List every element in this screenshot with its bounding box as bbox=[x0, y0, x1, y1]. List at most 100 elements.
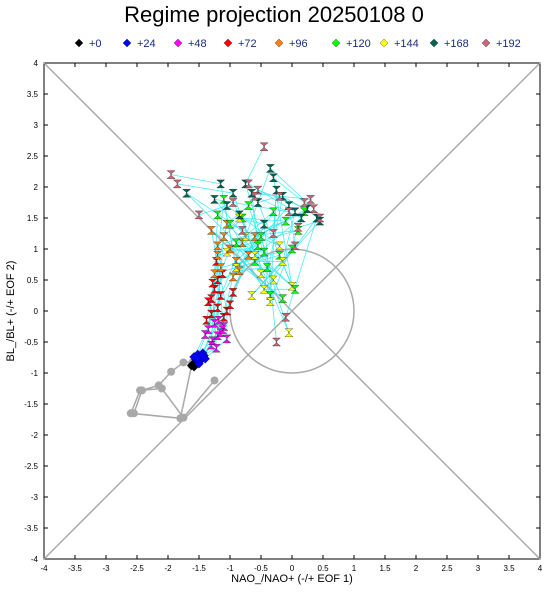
history-point bbox=[210, 376, 219, 385]
point-plus144 bbox=[222, 247, 232, 257]
point-plus48 bbox=[214, 316, 224, 325]
legend-label: +96 bbox=[289, 38, 308, 50]
point-plus168 bbox=[234, 210, 244, 220]
point-plus168 bbox=[259, 220, 269, 229]
history-point bbox=[179, 358, 188, 367]
point-plus96 bbox=[206, 226, 216, 235]
point-plus168 bbox=[278, 192, 288, 201]
legend-label: +168 bbox=[444, 38, 469, 50]
legend-label: +192 bbox=[496, 38, 521, 50]
point-plus192 bbox=[166, 170, 176, 179]
trajectory-link bbox=[226, 205, 280, 247]
point-plus192 bbox=[293, 223, 303, 232]
history-point bbox=[136, 386, 145, 395]
legend-marker bbox=[481, 38, 491, 48]
point-plus72 bbox=[225, 300, 235, 309]
x-tick-label: -3.5 bbox=[68, 564, 82, 573]
legend-marker bbox=[429, 38, 439, 48]
point-plus120 bbox=[250, 257, 260, 266]
trajectory-link bbox=[239, 267, 268, 272]
point-plus72 bbox=[218, 269, 227, 278]
point-plus192 bbox=[315, 213, 325, 223]
point-plus48 bbox=[218, 325, 227, 334]
point-plus192 bbox=[275, 192, 285, 201]
x-tick-label: -4 bbox=[40, 564, 48, 573]
y-tick-label: -4 bbox=[31, 555, 39, 564]
point-plus96 bbox=[210, 269, 219, 278]
x-tick-label: -1 bbox=[226, 564, 234, 573]
point-plus192 bbox=[281, 313, 291, 322]
point-plus72 bbox=[228, 288, 238, 297]
point-plus120 bbox=[256, 232, 266, 241]
x-tick-label: 3 bbox=[476, 564, 481, 573]
x-tick-label: 0.5 bbox=[317, 564, 329, 573]
point-plus96 bbox=[213, 251, 223, 260]
point-plus96 bbox=[228, 272, 238, 282]
legend-marker bbox=[74, 38, 84, 48]
x-tick-label: -3 bbox=[102, 564, 110, 573]
trajectory-link bbox=[248, 183, 296, 213]
trajectory-link bbox=[285, 217, 318, 318]
trajectory-links bbox=[171, 146, 321, 368]
x-tick-label: 0 bbox=[290, 564, 295, 573]
x-tick-label: 2.5 bbox=[441, 564, 453, 573]
point-plus120 bbox=[231, 238, 241, 247]
legend-label: +24 bbox=[137, 38, 156, 50]
point-plus168 bbox=[265, 164, 275, 173]
trajectory-link bbox=[254, 255, 271, 296]
y-tick-label: 0.5 bbox=[27, 276, 39, 285]
trajectory-link bbox=[257, 202, 293, 287]
trajectory-link bbox=[270, 168, 314, 209]
legend-marker bbox=[331, 38, 341, 48]
point-plus144 bbox=[259, 285, 269, 294]
y-tick-label: 0 bbox=[34, 307, 39, 316]
chart-title: Regime projection 20250108 0 bbox=[124, 2, 424, 27]
point-plus192 bbox=[299, 198, 309, 207]
y-axis-label: BL_/BL+ (-/+ EOF 2) bbox=[5, 261, 17, 362]
trajectory-link bbox=[211, 276, 234, 315]
point-plus168 bbox=[253, 198, 263, 207]
point-plus168 bbox=[210, 195, 219, 204]
y-tick-label: -3.5 bbox=[24, 524, 38, 533]
legend-label: +0 bbox=[89, 38, 102, 50]
point-plus168 bbox=[290, 207, 300, 216]
point-plus120 bbox=[265, 291, 275, 300]
point-plus144 bbox=[241, 232, 250, 241]
legend-marker bbox=[379, 38, 389, 48]
point-plus144 bbox=[231, 263, 241, 272]
history-point bbox=[126, 409, 135, 418]
history-point bbox=[157, 384, 166, 393]
y-tick-label: 2.5 bbox=[27, 152, 39, 161]
y-tick-label: 4 bbox=[34, 59, 39, 68]
y-tick-label: -2.5 bbox=[24, 462, 38, 471]
y-tick-label: -0.5 bbox=[24, 338, 38, 347]
point-plus72 bbox=[203, 297, 213, 306]
trajectory-link bbox=[204, 338, 228, 360]
trajectory-link bbox=[282, 211, 296, 262]
axis-ticks: -4 -3.5 -3 -2.5 -2 -1.5 -1 -0.5 0 0.5 1 1.5 2 2.5 3 3.5… bbox=[24, 59, 543, 573]
legend-marker bbox=[173, 38, 183, 48]
legend: +0 +24 +48 +72 +96 +120 +144 +168 +192 bbox=[74, 38, 521, 50]
point-plus120 bbox=[225, 220, 235, 229]
point-plus192 bbox=[290, 241, 300, 251]
reference-guides bbox=[43, 62, 541, 560]
point-plus72 bbox=[216, 291, 226, 300]
point-plus192 bbox=[194, 210, 204, 220]
point-plus120 bbox=[213, 210, 223, 220]
legend-marker bbox=[122, 38, 132, 48]
point-plus168 bbox=[182, 189, 192, 198]
point-plus120 bbox=[262, 263, 272, 272]
point-plus120 bbox=[244, 201, 254, 210]
point-plus192 bbox=[306, 195, 316, 204]
history-point bbox=[167, 367, 176, 376]
point-plus168 bbox=[228, 189, 238, 198]
point-plus24 bbox=[192, 353, 202, 363]
x-tick-label: -0.5 bbox=[254, 564, 268, 573]
history-point bbox=[179, 413, 188, 422]
trajectory-link bbox=[177, 183, 234, 194]
legend-marker bbox=[223, 38, 233, 48]
x-tick-label: 1.5 bbox=[379, 564, 391, 573]
point-plus48 bbox=[206, 340, 216, 350]
trajectory-link bbox=[232, 211, 274, 278]
